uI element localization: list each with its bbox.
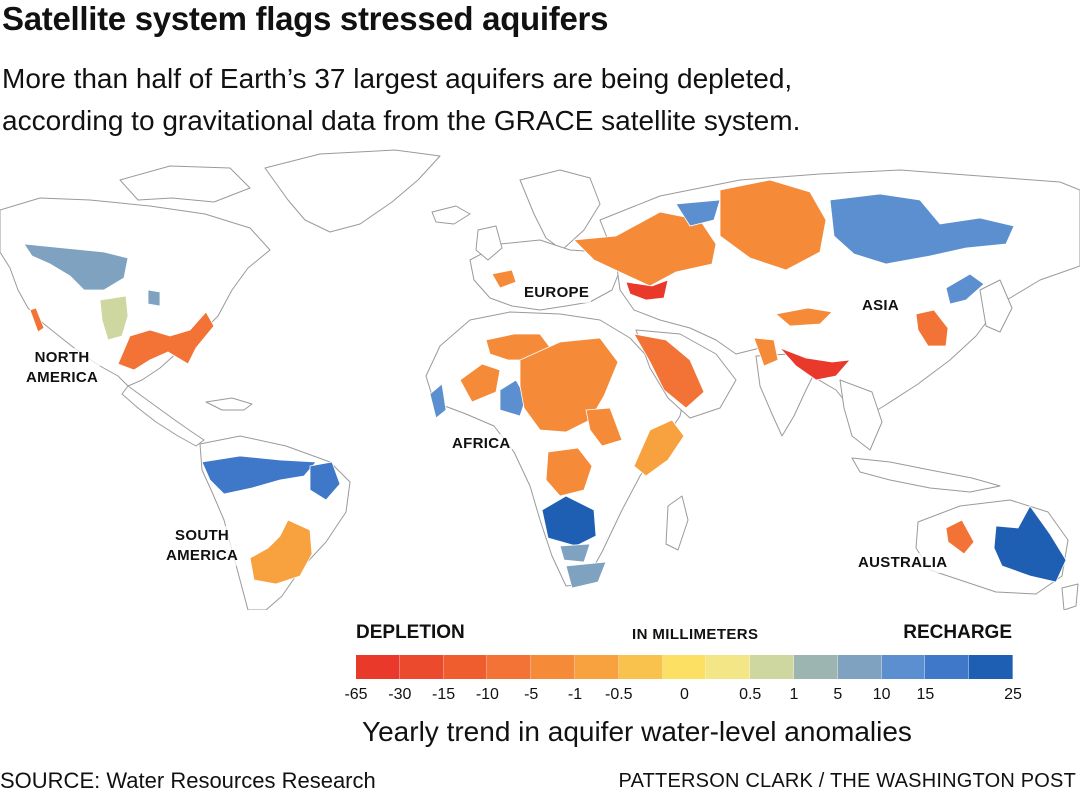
aquifer-canada-small xyxy=(147,289,161,307)
aquifer-arabian xyxy=(633,333,705,409)
legend-tick-label: -10 xyxy=(475,686,499,703)
legend-tick-label: -0.5 xyxy=(605,686,633,703)
aquifer-paris-basin xyxy=(491,269,517,289)
aquifer-indus xyxy=(753,337,779,367)
aquifer-tunguss xyxy=(719,179,827,271)
legend-swatch xyxy=(969,655,1013,679)
aquifer-karoo xyxy=(565,561,607,589)
iceland-outline xyxy=(431,205,471,225)
aquifer-iullemeden xyxy=(499,379,527,417)
aquifer-guarani xyxy=(249,519,313,585)
indonesia-outline xyxy=(851,457,1001,493)
legend-tick-label: 0 xyxy=(680,686,689,703)
aquifer-tarim xyxy=(775,307,833,327)
scandinavia-outline xyxy=(519,169,601,251)
aquifer-north-china-plain xyxy=(915,309,949,347)
label-south-america: SOUTH AMERICA xyxy=(164,526,241,566)
aquifer-gulf-coastal-plains xyxy=(117,311,215,371)
aquifer-caspian xyxy=(625,279,669,301)
aquifer-congo xyxy=(545,447,593,497)
legend-depletion-label: DEPLETION xyxy=(356,622,465,643)
legend-tick-label: 15 xyxy=(916,686,935,703)
legend-swatch xyxy=(706,655,751,679)
legend-tick-label: 5 xyxy=(833,686,843,703)
aquifer-ogaden xyxy=(633,419,685,477)
new-zealand-outline xyxy=(1061,583,1079,610)
legend-swatch xyxy=(531,655,575,679)
aquifer-amazon xyxy=(201,455,317,495)
caribbean-outline xyxy=(205,397,253,411)
aquifer-ganges xyxy=(779,347,851,381)
southeast-asia-outline xyxy=(839,379,883,451)
central-america-outline xyxy=(121,385,205,447)
aquifer-mauritania xyxy=(429,383,447,419)
subtitle-line-2: according to gravitational data from the… xyxy=(2,105,801,136)
legend-swatch xyxy=(793,655,838,679)
legend-color-scale xyxy=(356,655,1013,679)
label-north-america: NORTH AMERICA xyxy=(24,348,101,388)
legend-tick-labels: -65 -30 -15 -10 -5 -1 -0.5 0 0.5 1 5 10 15 25 xyxy=(344,686,1021,708)
aquifer-canning xyxy=(945,519,975,555)
legend-swatch xyxy=(618,655,663,679)
legend-caption: Yearly trend in aquifer water-level anom… xyxy=(362,716,912,747)
greenland-outline xyxy=(264,149,441,233)
label-europe: EUROPE xyxy=(522,283,592,303)
aquifer-high-plains xyxy=(99,295,129,341)
legend-tick-label: -5 xyxy=(524,686,539,703)
label-australia: AUSTRALIA xyxy=(856,553,950,573)
legend-swatch xyxy=(881,655,926,679)
legend-swatch xyxy=(356,655,400,679)
britain-outline xyxy=(475,225,503,261)
aquifer-russian-platform xyxy=(573,211,717,287)
legend-tick-label: 1 xyxy=(789,686,799,703)
aquifer-central-valley xyxy=(29,307,45,333)
aquifer-kalahari xyxy=(541,495,597,547)
source-note: SOURCE: Water Resources Research xyxy=(0,768,376,793)
label-africa: AFRICA xyxy=(450,434,513,454)
legend-tick-label: 25 xyxy=(1004,686,1022,703)
aquifer-amur xyxy=(945,273,985,305)
subtitle-line-1: More than half of Earth’s 37 largest aqu… xyxy=(2,63,793,94)
aquifer-sudd xyxy=(585,407,623,447)
legend-swatch xyxy=(837,655,882,679)
aquifer-shapes xyxy=(23,179,1067,589)
japan-outline xyxy=(979,279,1013,333)
legend-swatch xyxy=(574,655,619,679)
aquifer-karoo-north xyxy=(559,543,591,563)
legend-unit-label: IN MILLIMETERS xyxy=(632,626,759,643)
legend-tick-label: -30 xyxy=(388,686,412,703)
legend-recharge-label: RECHARGE xyxy=(903,622,1012,643)
legend-swatch xyxy=(443,655,488,679)
arctic-islands-outline xyxy=(119,165,251,203)
legend-tick-label: 0.5 xyxy=(739,686,762,703)
legend-tick-label: -1 xyxy=(567,686,583,703)
legend-swatch xyxy=(662,655,707,679)
map-title: Satellite system flags stressed aquifers xyxy=(2,0,609,37)
legend-tick-label: -65 xyxy=(344,686,368,703)
map-subtitle: More than half of Earth’s 37 largest aqu… xyxy=(2,58,1062,142)
credit-note: PATTERSON CLARK / THE WASHINGTON POST xyxy=(618,770,1076,792)
label-asia: ASIA xyxy=(860,296,902,316)
legend-tick-label: -15 xyxy=(432,686,456,703)
legend-tick-label: 10 xyxy=(872,686,891,703)
aquifer-amazon-east xyxy=(309,461,341,501)
legend-swatch xyxy=(487,655,532,679)
aquifer-northern-great-plains xyxy=(23,243,129,291)
aquifer-ob-north xyxy=(675,199,721,227)
north-america-outline xyxy=(0,197,271,387)
legend-swatch xyxy=(750,655,794,679)
world-map xyxy=(0,149,1080,610)
aquifer-senegal xyxy=(459,363,501,403)
madagascar-outline xyxy=(665,495,689,551)
aquifer-great-artesian-basin xyxy=(993,505,1067,583)
aquifer-lena xyxy=(829,193,1015,265)
legend-swatch xyxy=(925,655,970,679)
legend-swatch xyxy=(399,655,444,679)
